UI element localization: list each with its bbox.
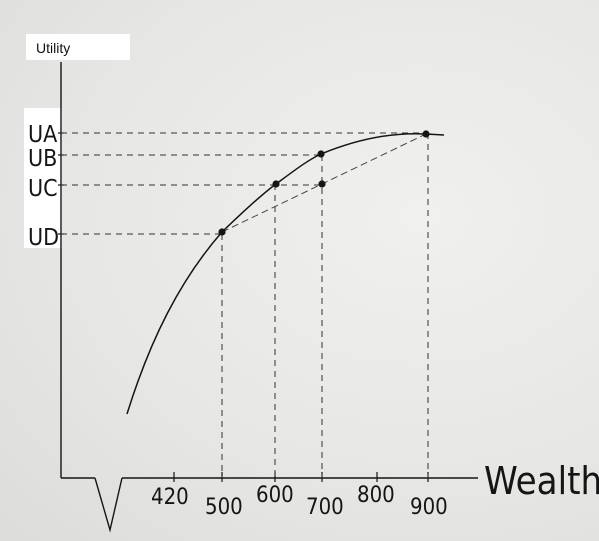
wealth-label-420: 420: [151, 485, 189, 510]
wealth-label-600: 600: [256, 483, 294, 508]
wealth-label-900: 900: [410, 495, 448, 520]
point-600: [272, 180, 280, 188]
utility-label-ud: UD: [28, 225, 59, 251]
utility-curve: [126, 132, 445, 415]
point-b: [317, 150, 325, 158]
y-axis-label: Utility: [36, 40, 71, 56]
wealth-label-500: 500: [205, 495, 243, 520]
x-axis-label: Wealth: [484, 459, 599, 503]
point-c: [318, 180, 326, 188]
point-d: [218, 228, 226, 236]
axis-break-mark: [94, 477, 123, 533]
wealth-label-700: 700: [306, 495, 344, 520]
point-a: [422, 130, 430, 138]
wealth-label-800: 800: [357, 483, 395, 508]
utility-label-ua: UA: [28, 122, 57, 148]
utility-label-ub: UB: [28, 146, 57, 172]
y-axis-label-box: [26, 34, 130, 60]
utility-label-background: [24, 108, 62, 248]
utility-label-uc: UC: [28, 176, 58, 202]
